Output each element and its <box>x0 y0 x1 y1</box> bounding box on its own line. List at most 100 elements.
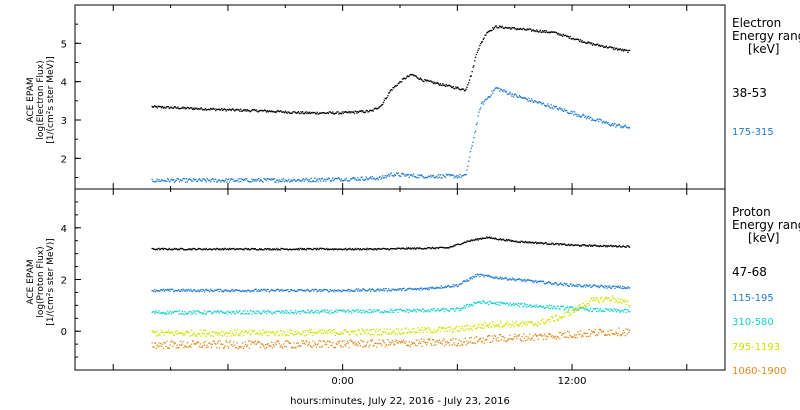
data-point <box>493 89 496 91</box>
data-point <box>353 330 355 332</box>
data-point <box>563 313 565 315</box>
data-point <box>312 180 314 182</box>
data-point <box>490 276 492 278</box>
data-point <box>270 311 272 313</box>
data-point <box>468 79 471 81</box>
data-point <box>303 342 305 344</box>
data-point <box>179 331 182 334</box>
data-point <box>611 295 613 297</box>
data-point <box>173 179 175 181</box>
data-point <box>582 302 584 305</box>
data-point <box>491 237 493 240</box>
proton-ylabel-line3: [1/(cm²s ster MeV)] <box>46 238 56 325</box>
data-point <box>259 179 262 181</box>
data-point <box>203 342 205 344</box>
data-point <box>461 175 463 177</box>
data-point <box>175 290 177 292</box>
data-point <box>356 334 358 336</box>
data-point <box>197 311 200 313</box>
data-point <box>369 329 371 331</box>
data-point <box>615 285 617 288</box>
data-point <box>312 335 314 337</box>
data-point <box>384 248 386 250</box>
data-point <box>206 178 208 180</box>
data-point <box>183 332 185 335</box>
data-point <box>399 175 401 177</box>
data-point <box>474 132 476 134</box>
data-point <box>388 341 391 343</box>
data-point <box>374 107 376 110</box>
data-point <box>549 243 552 245</box>
data-point <box>512 96 515 98</box>
data-point <box>570 306 572 308</box>
data-point <box>445 343 447 345</box>
data-point <box>358 110 361 112</box>
data-point <box>405 327 407 329</box>
data-point <box>252 331 254 333</box>
data-point <box>530 98 533 100</box>
data-point <box>549 333 552 336</box>
data-point <box>248 347 250 349</box>
data-point <box>425 310 428 312</box>
data-point <box>462 280 465 282</box>
x-tick-label: 0:00 <box>331 376 353 387</box>
data-point <box>350 111 352 113</box>
data-point <box>293 312 295 314</box>
data-point <box>451 87 453 89</box>
data-point <box>397 342 399 344</box>
data-point <box>552 108 554 110</box>
data-point <box>448 173 450 176</box>
data-point <box>421 289 423 291</box>
data-point <box>413 247 416 249</box>
data-point <box>619 311 621 313</box>
data-point <box>501 302 503 304</box>
data-point <box>217 332 219 334</box>
data-point <box>282 347 284 349</box>
data-point <box>525 279 527 282</box>
data-point <box>622 50 625 52</box>
data-point <box>236 342 238 344</box>
data-point <box>481 323 483 325</box>
data-point <box>507 27 509 29</box>
data-point <box>284 248 287 250</box>
data-point <box>310 248 312 250</box>
data-point <box>418 288 420 290</box>
data-point <box>377 179 379 181</box>
data-point <box>524 240 527 243</box>
data-point <box>163 341 165 344</box>
data-point <box>405 340 407 343</box>
data-point <box>296 112 298 114</box>
data-point <box>522 320 524 322</box>
data-point <box>336 178 338 180</box>
data-point <box>301 112 303 114</box>
data-point <box>284 248 286 250</box>
data-point <box>209 342 211 344</box>
data-point <box>488 30 490 32</box>
data-point <box>343 340 345 342</box>
data-point <box>371 310 373 312</box>
data-point <box>333 310 336 312</box>
data-point <box>565 284 567 286</box>
data-point <box>444 85 447 88</box>
data-point <box>429 247 431 249</box>
data-point <box>459 345 461 347</box>
data-point <box>382 311 384 314</box>
data-point <box>213 340 215 343</box>
data-point <box>208 248 210 250</box>
data-point <box>612 297 614 299</box>
data-point <box>575 334 577 336</box>
data-point <box>382 312 385 314</box>
data-point <box>167 248 170 251</box>
data-point <box>215 333 217 335</box>
data-point <box>358 249 361 251</box>
data-point <box>234 334 237 336</box>
data-point <box>248 290 250 292</box>
data-point <box>506 93 509 95</box>
data-point <box>545 105 547 108</box>
data-point <box>154 312 156 314</box>
data-point <box>265 248 268 251</box>
data-point <box>432 287 435 289</box>
data-point <box>280 110 282 112</box>
data-point <box>211 343 213 345</box>
data-point <box>425 176 428 179</box>
